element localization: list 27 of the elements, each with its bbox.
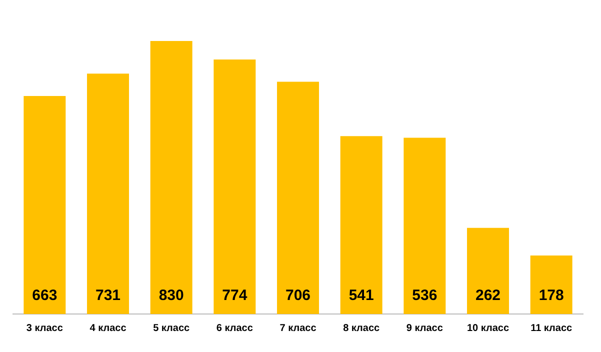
data-label: 731 [95, 287, 121, 304]
data-label: 178 [538, 287, 564, 304]
x-tick-label: 9 класс [406, 322, 444, 334]
data-label: 541 [348, 287, 374, 304]
bar [404, 138, 446, 314]
bar [530, 255, 572, 314]
bar [467, 228, 509, 314]
x-tick-label: 4 класс [90, 322, 127, 334]
bar [277, 82, 319, 314]
x-tick-label: 7 класс [280, 322, 317, 334]
data-label: 536 [412, 287, 438, 304]
bar [214, 59, 256, 314]
x-tick-label: 11 класс [530, 322, 573, 334]
x-tick-label: 6 класс [216, 322, 254, 334]
bar [24, 96, 66, 314]
bar [150, 41, 192, 314]
bar [340, 136, 382, 314]
x-tick-label: 8 класс [343, 322, 380, 334]
x-tick-label: 10 класс [466, 322, 510, 334]
data-label: 663 [32, 287, 58, 304]
bar [87, 74, 129, 314]
data-label: 774 [222, 287, 248, 304]
data-label: 830 [158, 287, 184, 304]
data-label: 262 [475, 287, 501, 304]
x-tick-label: 3 класс [26, 322, 64, 334]
data-label: 706 [285, 287, 311, 304]
x-tick-label: 5 класс [153, 322, 190, 334]
